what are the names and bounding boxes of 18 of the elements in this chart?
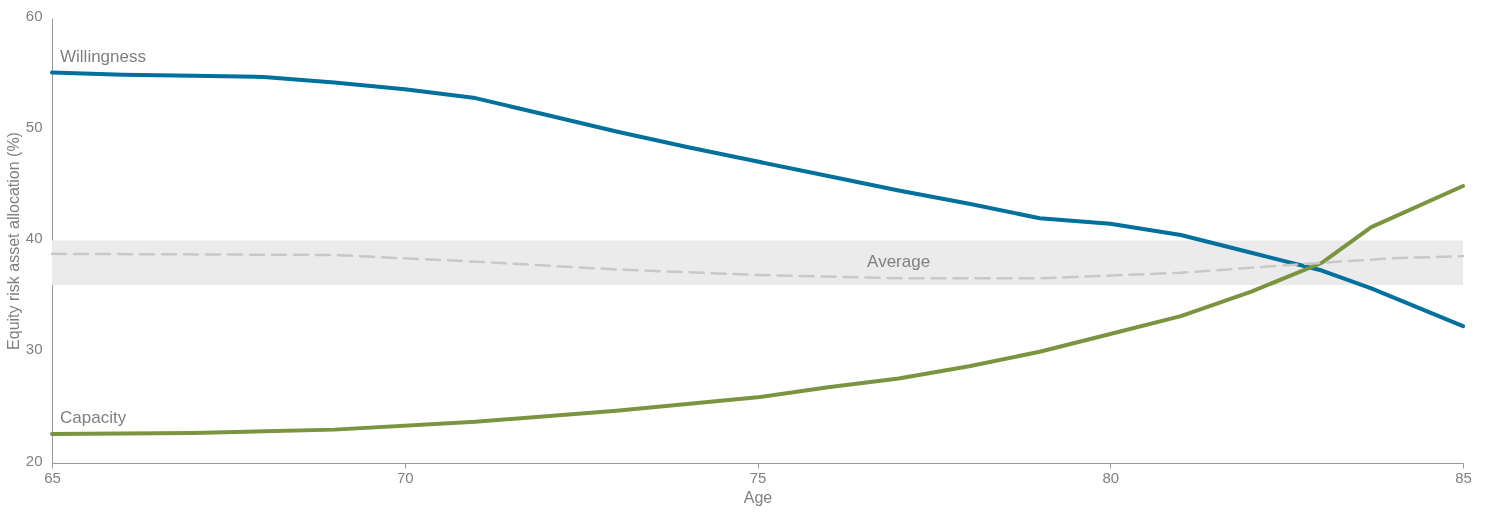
y-tick-label: 40 bbox=[25, 229, 43, 246]
series-label: Average bbox=[867, 252, 931, 272]
x-tick-label: 65 bbox=[44, 468, 61, 486]
line-series bbox=[50, 252, 1465, 280]
y-tick-label: 50 bbox=[25, 117, 43, 135]
series-label: Willingness bbox=[60, 46, 146, 66]
line-series bbox=[50, 70, 1465, 329]
line-series bbox=[50, 183, 1465, 437]
y-tick-label: 20 bbox=[25, 451, 43, 469]
x-axis-title: Age bbox=[743, 488, 773, 506]
y-tick-label: 60 bbox=[25, 6, 43, 24]
y-axis-title: Equity risk asset allocation (%) bbox=[4, 132, 22, 350]
x-tick-label: 75 bbox=[749, 468, 767, 486]
x-tick-label: 80 bbox=[1102, 468, 1120, 486]
series-label: Capacity bbox=[60, 408, 127, 428]
x-tick-label: 70 bbox=[396, 468, 414, 486]
y-tick-label: 30 bbox=[25, 340, 43, 358]
x-tick-label: 85 bbox=[1455, 468, 1472, 486]
